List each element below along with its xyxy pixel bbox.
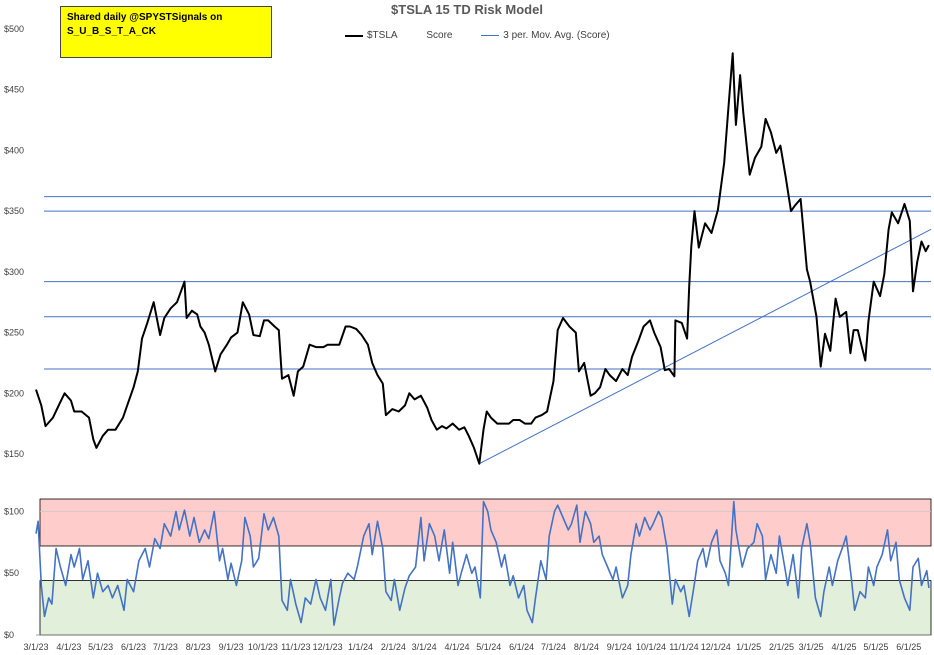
xtick-label: 4/1/24	[444, 642, 469, 652]
upper-ytick-label: $150	[4, 449, 24, 459]
xtick-label: 3/1/23	[23, 642, 48, 652]
xtick-label: 5/1/25	[863, 642, 888, 652]
upper-ytick-label: $450	[4, 85, 24, 95]
xtick-label: 1/1/24	[348, 642, 373, 652]
lower-ytick-label: $0	[4, 630, 14, 640]
upper-ytick-label: $400	[4, 145, 24, 155]
xtick-label: 9/1/24	[607, 642, 632, 652]
chart-title: $TSLA 15 TD Risk Model	[391, 2, 543, 17]
xtick-label: 10/1/24	[636, 642, 666, 652]
legend-item-score: Score	[426, 30, 452, 41]
low-risk-band	[39, 580, 932, 636]
note-line-1: Shared daily @SPYSTSignals on	[67, 12, 223, 23]
upper-ytick-label: $300	[4, 267, 24, 277]
legend-label-tsla: $TSLA	[367, 30, 398, 41]
upper-ytick-label: $500	[4, 24, 24, 34]
tsla-price-line	[35, 52, 930, 465]
xtick-label: 3/1/24	[412, 642, 437, 652]
xtick-label: 9/1/23	[219, 642, 244, 652]
upper-ytick-label: $250	[4, 328, 24, 338]
xtick-label: 12/1/23	[313, 642, 343, 652]
xtick-label: 5/1/24	[476, 642, 501, 652]
xtick-label: 3/1/25	[799, 642, 824, 652]
xtick-label: 8/1/23	[186, 642, 211, 652]
xtick-label: 6/1/23	[121, 642, 146, 652]
score-line	[35, 500, 930, 626]
upper-ytick-label: $200	[4, 388, 24, 398]
xtick-label: 10/1/23	[248, 642, 278, 652]
legend-label-score: Score	[426, 30, 453, 41]
chart-legend: $TSLA Score 3 per. Mov. Avg. (Score)	[345, 30, 636, 41]
legend-swatch-tsla	[345, 34, 363, 37]
xtick-label: 7/1/24	[541, 642, 566, 652]
xtick-label: 4/1/23	[56, 642, 81, 652]
xtick-label: 11/1/23	[281, 642, 310, 652]
xtick-label: 5/1/23	[88, 642, 113, 652]
legend-swatch-moving-average	[481, 35, 500, 36]
note-line-2: S_U_B_S_T_A_CK	[67, 26, 156, 37]
xtick-label: 2/1/25	[769, 642, 794, 652]
xtick-label: 6/1/24	[509, 642, 534, 652]
xtick-label: 12/1/24	[701, 642, 731, 652]
lower-ytick-label: $50	[4, 568, 19, 578]
legend-item-tsla: $TSLA	[345, 30, 398, 41]
xtick-label: 6/1/25	[896, 642, 921, 652]
xtick-label: 4/1/25	[832, 642, 857, 652]
legend-item-moving-average: 3 per. Mov. Avg. (Score)	[481, 30, 610, 41]
xtick-label: 7/1/23	[153, 642, 178, 652]
xtick-label: 1/1/25	[736, 642, 761, 652]
lower-ytick-label: $100	[4, 506, 24, 516]
xtick-label: 8/1/24	[574, 642, 599, 652]
substack-note: Shared daily @SPYSTSignals on S_U_B_S_T_…	[60, 6, 272, 58]
legend-label-moving-average: 3 per. Mov. Avg. (Score)	[503, 30, 610, 41]
upper-ytick-label: $350	[4, 206, 24, 216]
xtick-label: 11/1/24	[669, 642, 698, 652]
xtick-label: 2/1/24	[381, 642, 406, 652]
trendline	[479, 228, 932, 465]
